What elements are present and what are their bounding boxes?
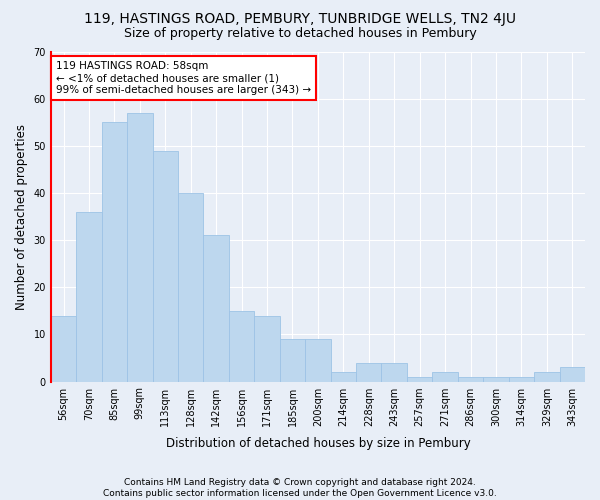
Text: Size of property relative to detached houses in Pembury: Size of property relative to detached ho… bbox=[124, 28, 476, 40]
Bar bbox=[534, 372, 560, 382]
Bar bbox=[382, 362, 407, 382]
X-axis label: Distribution of detached houses by size in Pembury: Distribution of detached houses by size … bbox=[166, 437, 470, 450]
Bar bbox=[407, 377, 433, 382]
Bar bbox=[509, 377, 534, 382]
Bar bbox=[101, 122, 127, 382]
Text: 119 HASTINGS ROAD: 58sqm
← <1% of detached houses are smaller (1)
99% of semi-de: 119 HASTINGS ROAD: 58sqm ← <1% of detach… bbox=[56, 62, 311, 94]
Bar bbox=[433, 372, 458, 382]
Bar bbox=[178, 193, 203, 382]
Text: 119, HASTINGS ROAD, PEMBURY, TUNBRIDGE WELLS, TN2 4JU: 119, HASTINGS ROAD, PEMBURY, TUNBRIDGE W… bbox=[84, 12, 516, 26]
Y-axis label: Number of detached properties: Number of detached properties bbox=[15, 124, 28, 310]
Bar bbox=[203, 236, 229, 382]
Bar bbox=[229, 311, 254, 382]
Bar bbox=[51, 316, 76, 382]
Bar bbox=[254, 316, 280, 382]
Bar bbox=[458, 377, 483, 382]
Bar bbox=[127, 113, 152, 382]
Text: Contains HM Land Registry data © Crown copyright and database right 2024.
Contai: Contains HM Land Registry data © Crown c… bbox=[103, 478, 497, 498]
Bar bbox=[356, 362, 382, 382]
Bar bbox=[152, 150, 178, 382]
Bar bbox=[305, 339, 331, 382]
Bar bbox=[331, 372, 356, 382]
Bar bbox=[76, 212, 101, 382]
Bar bbox=[280, 339, 305, 382]
Bar bbox=[560, 368, 585, 382]
Bar bbox=[483, 377, 509, 382]
